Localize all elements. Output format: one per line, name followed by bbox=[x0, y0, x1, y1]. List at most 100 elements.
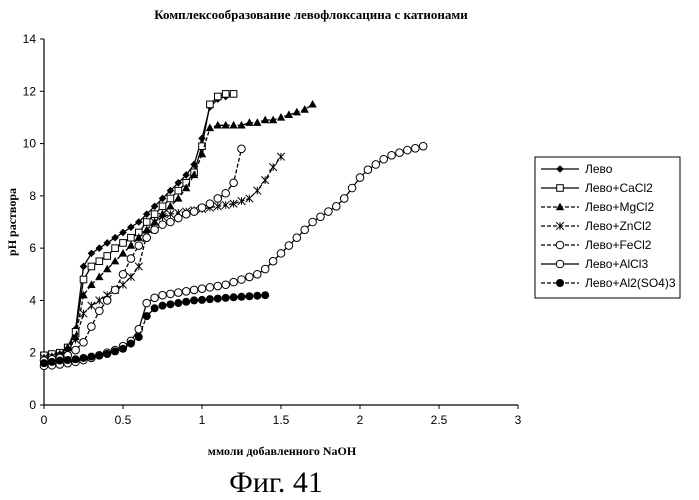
data-point bbox=[380, 155, 388, 163]
data-point bbox=[167, 195, 174, 202]
data-point bbox=[159, 203, 166, 210]
data-point bbox=[143, 299, 151, 307]
data-point bbox=[277, 113, 285, 121]
data-point bbox=[119, 270, 127, 278]
data-point bbox=[222, 281, 230, 289]
data-point bbox=[190, 208, 198, 216]
data-point bbox=[301, 105, 309, 113]
data-point bbox=[119, 281, 127, 289]
series-line bbox=[44, 104, 313, 358]
data-point bbox=[80, 354, 88, 362]
data-point bbox=[222, 189, 230, 197]
data-point bbox=[229, 121, 237, 129]
data-point bbox=[348, 184, 356, 192]
data-point bbox=[246, 195, 254, 203]
data-point bbox=[95, 351, 103, 359]
legend: ЛевоЛево+CaCl2Лево+MgCl2Лево+ZnCl2Лево+F… bbox=[535, 157, 680, 298]
data-point bbox=[80, 276, 87, 283]
data-point bbox=[166, 300, 174, 308]
data-point bbox=[412, 144, 420, 152]
data-point bbox=[253, 292, 261, 300]
data-point bbox=[151, 211, 158, 218]
data-point bbox=[277, 153, 285, 161]
data-point bbox=[135, 263, 143, 271]
data-point bbox=[246, 273, 254, 281]
data-point bbox=[238, 197, 246, 205]
plot-axes: 0246810121400.511.522.53 bbox=[23, 32, 522, 427]
data-point bbox=[135, 333, 143, 341]
y-tick-label: 14 bbox=[23, 32, 37, 46]
data-point bbox=[127, 273, 135, 281]
data-point bbox=[309, 218, 317, 226]
data-point bbox=[372, 161, 380, 169]
data-point bbox=[119, 229, 127, 237]
data-point bbox=[143, 219, 150, 226]
data-point bbox=[277, 250, 285, 258]
data-point bbox=[72, 355, 80, 363]
data-point bbox=[64, 356, 72, 364]
data-point bbox=[254, 187, 262, 195]
y-tick-label: 2 bbox=[29, 346, 36, 360]
figure-caption: Фиг. 41 bbox=[229, 466, 323, 499]
data-point bbox=[127, 255, 135, 263]
data-point bbox=[419, 142, 427, 150]
x-tick-label: 2.5 bbox=[431, 413, 448, 427]
data-point bbox=[48, 358, 56, 366]
data-point bbox=[230, 91, 237, 98]
data-point bbox=[238, 145, 246, 153]
data-point bbox=[151, 218, 159, 226]
legend-marker bbox=[556, 260, 564, 268]
data-point bbox=[72, 346, 80, 354]
data-point bbox=[364, 166, 372, 174]
data-point bbox=[215, 93, 222, 100]
data-point bbox=[128, 234, 135, 241]
data-point bbox=[112, 245, 119, 252]
data-point bbox=[80, 263, 88, 271]
data-point bbox=[230, 293, 238, 301]
series-line bbox=[44, 157, 281, 358]
data-point bbox=[103, 350, 111, 358]
data-point bbox=[56, 357, 64, 365]
data-point bbox=[190, 286, 198, 294]
data-point bbox=[198, 296, 206, 304]
legend-label: Лево+MgCl2 bbox=[585, 200, 654, 214]
data-point bbox=[214, 282, 222, 290]
data-point bbox=[96, 307, 104, 315]
data-point bbox=[111, 234, 119, 242]
data-point bbox=[222, 294, 230, 302]
data-point bbox=[111, 286, 119, 294]
data-point bbox=[253, 270, 261, 278]
data-point bbox=[269, 163, 277, 171]
legend-label: Лево+FeCl2 bbox=[585, 238, 652, 252]
data-point bbox=[198, 135, 206, 143]
data-point bbox=[127, 241, 135, 249]
data-point bbox=[340, 195, 348, 203]
data-point bbox=[222, 91, 229, 98]
data-point bbox=[253, 118, 261, 126]
legend-marker bbox=[556, 241, 564, 249]
legend-label: Лево bbox=[585, 162, 613, 176]
y-axis-label: pH раствора bbox=[5, 188, 19, 256]
data-point bbox=[88, 263, 95, 270]
data-point bbox=[175, 214, 183, 222]
data-point bbox=[88, 250, 96, 258]
series-6 bbox=[40, 142, 427, 369]
data-point bbox=[88, 302, 96, 310]
data-point bbox=[111, 347, 119, 355]
data-point bbox=[103, 239, 111, 247]
data-point bbox=[214, 195, 222, 203]
data-point bbox=[396, 149, 404, 157]
data-point bbox=[238, 293, 246, 301]
data-point bbox=[159, 291, 167, 299]
data-point bbox=[207, 101, 214, 108]
data-point bbox=[261, 265, 269, 273]
x-tick-label: 0.5 bbox=[115, 413, 132, 427]
x-tick-label: 0 bbox=[41, 413, 48, 427]
data-point bbox=[261, 291, 269, 299]
x-axis-label: ммоли добавленного NaOH bbox=[208, 444, 357, 458]
data-point bbox=[120, 240, 127, 247]
data-point bbox=[190, 296, 198, 304]
data-point bbox=[182, 287, 190, 295]
data-point bbox=[301, 226, 309, 234]
data-point bbox=[285, 242, 293, 250]
